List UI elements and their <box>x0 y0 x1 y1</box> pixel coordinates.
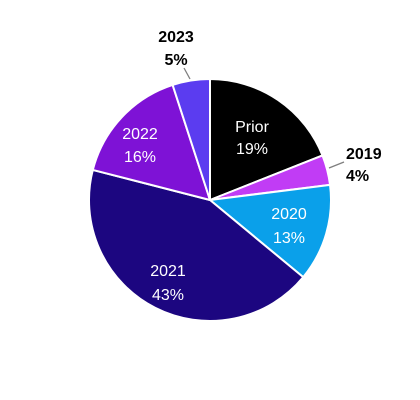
slice-value-label-2020: 13% <box>273 230 305 247</box>
slice-value-label-2022: 16% <box>124 149 156 166</box>
pie-slice-2023 <box>171 78 211 201</box>
slice-label-prior: Prior <box>235 119 269 136</box>
slice-value-label-2019: 4% <box>346 168 369 185</box>
slice-value-label-2021: 43% <box>152 287 184 304</box>
slice-value-label-prior: 19% <box>236 141 268 158</box>
leader-line-2023 <box>183 67 191 80</box>
slice-label-2021: 2021 <box>150 263 186 280</box>
leader-line-2019 <box>328 161 345 169</box>
slice-label-2022: 2022 <box>122 126 158 143</box>
slice-label-2019: 2019 <box>346 146 382 163</box>
pie-slice-2021 <box>88 168 305 322</box>
pie-slice-2022 <box>91 83 211 201</box>
pie-slice-2020 <box>209 183 332 279</box>
slice-label-2023: 2023 <box>158 29 194 46</box>
slice-value-label-2023: 5% <box>164 52 187 69</box>
pie-slices <box>88 78 332 322</box>
pie-slice-prior <box>209 78 324 201</box>
slice-label-2020: 2020 <box>271 206 307 223</box>
pie-labels: Prior 19% 2019 4% 2020 13% 2021 43% 2022 16% 2023 5… <box>122 29 381 304</box>
